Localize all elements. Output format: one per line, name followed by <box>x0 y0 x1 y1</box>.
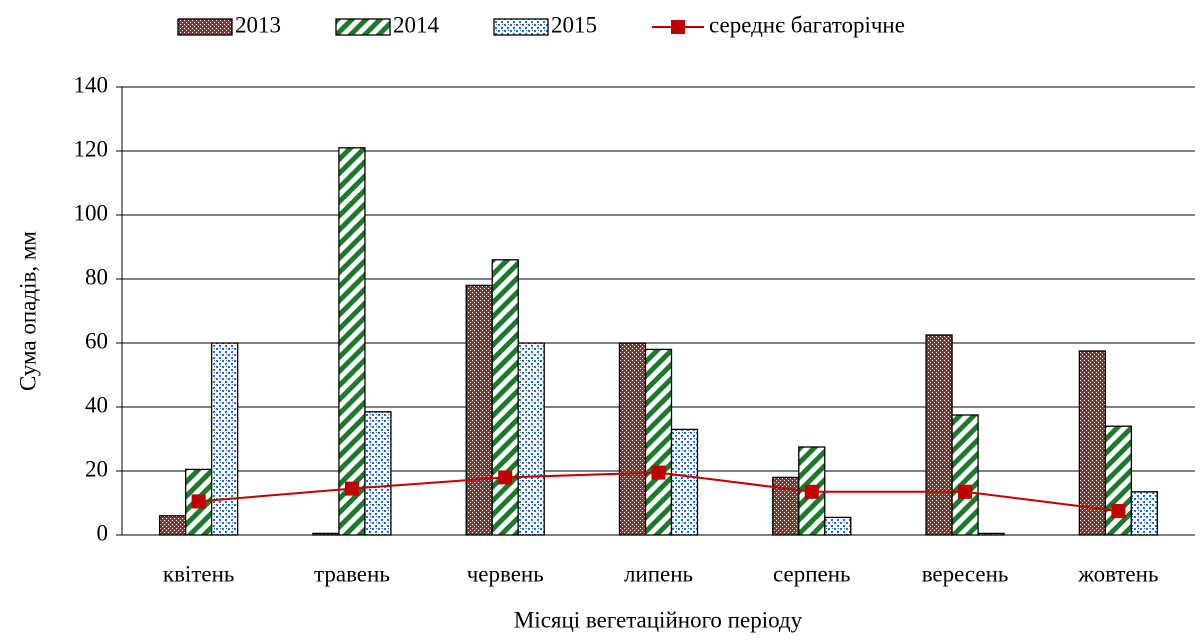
bar <box>517 342 545 536</box>
bar <box>338 147 366 536</box>
x-tick-label: квітень <box>163 561 234 586</box>
bar <box>1130 491 1159 536</box>
bar <box>772 476 800 536</box>
legend-swatch <box>493 18 549 36</box>
bar <box>491 259 519 536</box>
bar <box>951 414 979 536</box>
legend-item: 2014 <box>335 12 440 37</box>
bar <box>158 515 187 536</box>
legend-item: 2015 <box>493 12 597 37</box>
legend-marker <box>671 20 685 34</box>
x-tick-label: жовтень <box>1077 561 1158 586</box>
legend-label: середнє багаторічне <box>709 12 905 37</box>
y-tick-label: 80 <box>85 264 108 289</box>
line-marker <box>651 465 666 480</box>
line-marker <box>191 494 206 509</box>
line-marker <box>498 470 513 485</box>
legend-item: середнє багаторічне <box>652 12 905 37</box>
bar <box>644 348 673 536</box>
x-tick-label: серпень <box>773 561 851 586</box>
y-tick-label: 40 <box>85 392 108 417</box>
line-marker <box>344 481 359 496</box>
legend-label: 2015 <box>551 12 597 37</box>
x-tick-label: травень <box>314 561 390 586</box>
bar <box>465 284 493 536</box>
legend-item: 2013 <box>177 12 281 37</box>
y-tick-label: 60 <box>85 328 108 353</box>
line-marker <box>1111 504 1126 518</box>
bar <box>824 516 852 536</box>
legend-label: 2014 <box>393 12 440 37</box>
bar <box>210 342 239 536</box>
y-tick-label: 20 <box>85 456 108 481</box>
y-tick-label: 140 <box>74 72 109 97</box>
x-tick-label: червень <box>467 561 544 586</box>
x-tick-label: вересень <box>922 561 1009 586</box>
y-tick-label: 120 <box>74 136 109 161</box>
bar <box>618 342 647 536</box>
y-tick-label: 100 <box>74 200 109 225</box>
bar <box>1104 425 1133 536</box>
bar <box>364 411 392 536</box>
x-tick-label: липень <box>624 561 693 586</box>
x-axis-title: Місяці вегетаційного періоду <box>514 607 803 632</box>
y-tick-label: 0 <box>97 520 109 545</box>
bar <box>670 428 699 536</box>
y-axis-title: Сума опадів, мм <box>15 231 40 391</box>
legend-label: 2013 <box>235 12 281 37</box>
line-marker <box>958 484 973 499</box>
line-marker <box>804 484 819 499</box>
legend-swatch <box>335 18 391 36</box>
legend-swatch <box>177 18 233 36</box>
bar <box>925 334 953 536</box>
